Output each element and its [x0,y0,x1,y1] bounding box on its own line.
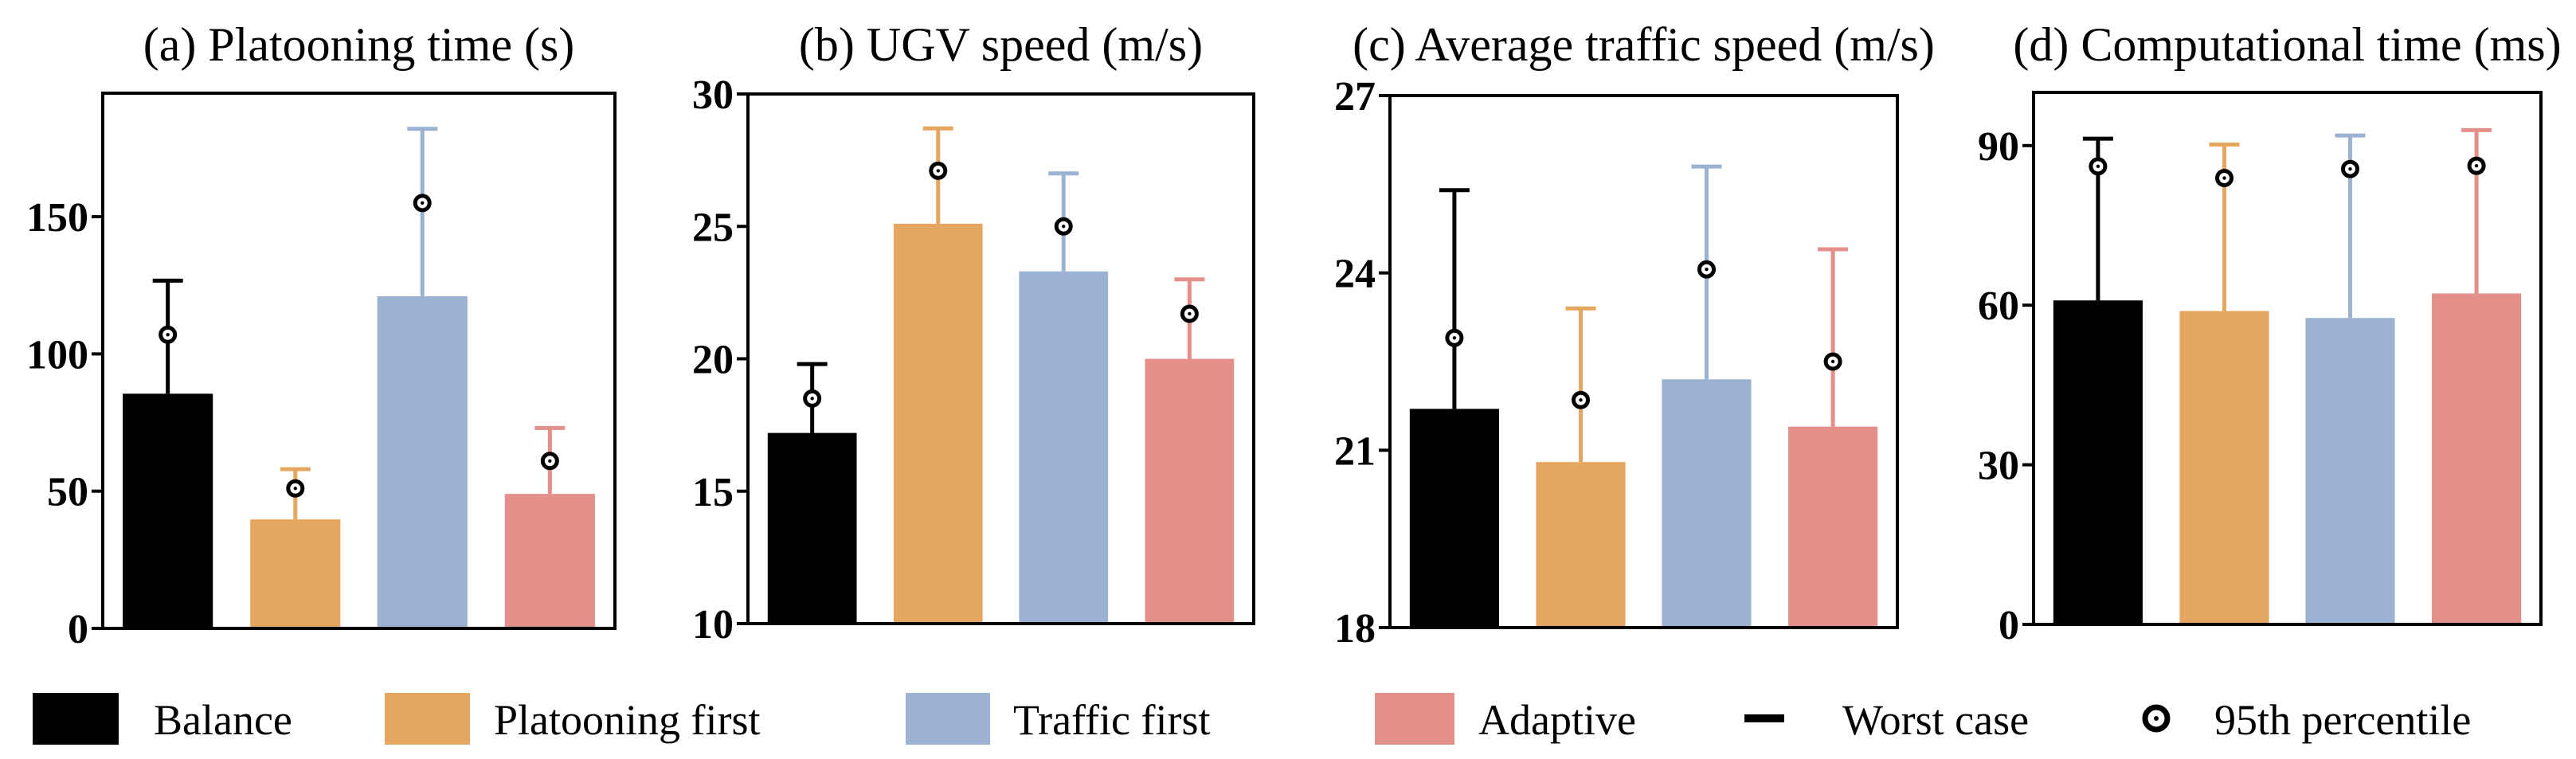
bar-balance [123,393,213,628]
legend-label-95th-percentile: 95th percentile [2214,696,2471,744]
y-tick-label: 21 [1334,428,1376,474]
y-tick-label: 60 [1978,284,2019,329]
y-tick-label: 150 [26,195,88,241]
bar-adaptive [1145,358,1235,624]
y-tick-label: 18 [1334,606,1376,651]
p95-marker-dot-3 [548,459,552,463]
p95-marker-dot-2 [421,201,425,205]
panel-title: (a) Platooning time (s) [143,18,575,71]
legend-label-worst-case: Worst case [1842,696,2029,744]
plot-frame [1388,94,1899,629]
legend-label-platooning-first: Platooning first [494,696,761,744]
bar-traffic-first [1019,271,1109,624]
p95-marker-dot-3 [2474,163,2479,168]
bar-traffic-first [1662,379,1752,628]
bar-adaptive [2432,293,2522,624]
p95-marker-dot-2 [1062,225,1066,229]
legend-label-traffic-first: Traffic first [1013,696,1210,744]
p95-marker-dot-3 [1830,359,1835,364]
legend-swatch-balance [33,693,119,745]
panel-a: (a) Platooning time (s) 0 50 100 150 [26,18,617,652]
bar-adaptive [1788,426,1878,628]
p95-marker-dot-1 [2222,176,2226,180]
y-tick-label: 27 [1334,74,1376,119]
y-tick-label: 90 [1978,124,2019,170]
y-tick-label: 30 [1978,444,2019,489]
panel-d: (d) Computational time (ms) 0 30 60 90 [1978,18,2562,648]
legend-label-adaptive: Adaptive [1478,696,1636,744]
y-tick-label: 0 [68,607,88,652]
bar-platooning-first [250,519,341,628]
p95-marker-dot-1 [293,487,297,491]
y-tick-label: 0 [1999,603,2019,648]
bar-adaptive [504,494,595,628]
p95-marker-dot-0 [2096,164,2100,169]
legend: Balance Platooning first Traffic first A… [33,693,2471,745]
y-tick-label: 100 [26,332,88,378]
y-tick-label: 10 [692,602,734,647]
bar-traffic-first [2305,318,2395,624]
legend-swatch-platooning-first [385,693,470,745]
y-tick-label: 15 [692,470,734,515]
p95-marker-dot-1 [936,169,940,173]
y-tick-label: 30 [692,72,734,118]
y-tick-label: 25 [692,205,734,250]
panel-title: (c) Average traffic speed (m/s) [1353,18,1935,71]
bar-balance [767,432,857,624]
bar-platooning-first [2179,311,2269,624]
p95-marker-dot-0 [1452,336,1457,340]
p95-marker-dot-0 [166,333,170,337]
y-tick-label: 24 [1334,252,1376,297]
legend-label-balance: Balance [154,696,292,744]
percentile-marker-dot-icon [2154,716,2159,721]
p95-marker-dot-2 [2348,166,2352,171]
p95-marker-dot-1 [1579,398,1583,402]
p95-marker-dot-0 [810,397,814,401]
plot-frame [101,92,617,630]
panel-b: (b) UGV speed (m/s) 10 15 20 25 30 [692,18,1255,647]
bar-balance [1409,409,1499,628]
legend-swatch-adaptive [1375,693,1454,745]
bar-platooning-first [893,223,983,624]
y-tick-label: 50 [47,470,88,515]
bar-platooning-first [1536,462,1626,628]
panel-c: (c) Average traffic speed (m/s) 18 21 24 27 [1334,18,1935,651]
worst-case-marker-icon [1744,714,1784,722]
legend-swatch-traffic-first [906,693,990,745]
y-tick-label: 20 [692,338,734,383]
panel-title: (d) Computational time (ms) [2013,18,2561,71]
plot-frame [2032,91,2543,626]
panel-title: (b) UGV speed (m/s) [799,18,1203,71]
bar-balance [2053,300,2143,624]
p95-marker-dot-2 [1705,268,1709,272]
bar-traffic-first [377,296,468,628]
p95-marker-dot-3 [1188,311,1192,316]
